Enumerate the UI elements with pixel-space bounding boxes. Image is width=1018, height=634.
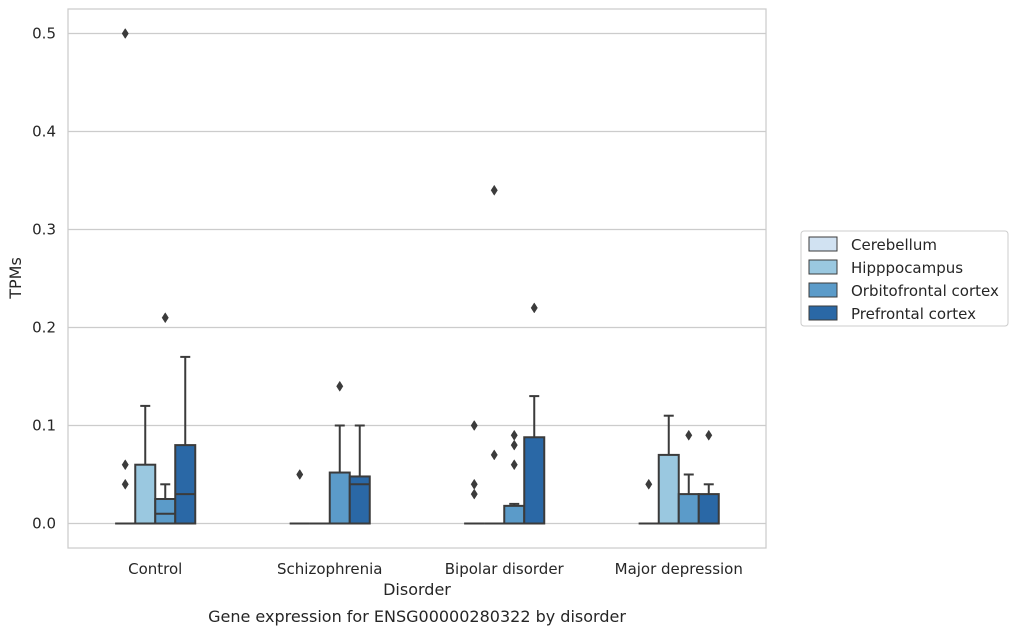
outlier-point — [470, 420, 478, 431]
box-rect — [677, 493, 700, 525]
y-tick-label: 0.0 — [32, 515, 56, 533]
box-group — [523, 302, 546, 525]
box-group — [638, 478, 659, 525]
box-group — [289, 469, 310, 525]
outlier-point — [705, 429, 713, 441]
legend-label: Prefrontal cortex — [851, 305, 976, 323]
box-group — [464, 420, 485, 525]
outlier-point — [470, 478, 478, 490]
outlier-point — [121, 459, 129, 471]
grid-lines — [68, 32, 766, 525]
x-tick-label: Bipolar disorder — [445, 560, 565, 578]
chart-caption: Gene expression for ENSG00000280322 by d… — [208, 607, 626, 626]
outlier-point — [470, 488, 478, 500]
box-rect — [348, 475, 371, 525]
outlier-point — [510, 429, 518, 441]
outlier-point — [490, 449, 498, 461]
outlier-point — [336, 380, 344, 392]
box-rect — [174, 444, 197, 525]
outlier-point — [510, 439, 518, 451]
outlier-point — [121, 478, 129, 490]
outlier-point — [685, 429, 693, 441]
x-tick-label: Schizophrenia — [277, 560, 382, 578]
outlier-point — [161, 312, 169, 324]
box-rect — [134, 463, 157, 525]
box-group — [484, 184, 505, 525]
box-group — [697, 429, 720, 525]
outlier-point — [645, 478, 653, 490]
y-tick-labels: 0.0 0.1 0.2 0.3 0.4 0.5 — [32, 25, 56, 533]
legend: Cerebellum Hipppocampus Orbitofrontal cort… — [800, 230, 1009, 327]
legend-label: Cerebellum — [851, 236, 937, 254]
x-axis-label: Disorder — [383, 580, 451, 599]
box-rect — [523, 436, 546, 525]
outlier-point — [296, 469, 304, 480]
x-tick-label: Control — [128, 560, 182, 578]
legend-label: Hipppocampus — [851, 259, 963, 277]
outlier-point — [510, 459, 518, 471]
box-group — [154, 312, 177, 525]
box-rect — [154, 498, 177, 525]
outlier-point — [121, 28, 129, 39]
y-tick-label: 0.4 — [32, 123, 56, 141]
plot-marks — [115, 28, 720, 525]
box-group — [328, 380, 351, 525]
box-group — [503, 429, 526, 525]
box-group — [677, 429, 700, 525]
plot-frame — [67, 8, 767, 549]
legend-label: Orbitofrontal cortex — [851, 282, 999, 300]
box-rect — [657, 453, 680, 525]
y-axis-label: TPMs — [6, 257, 25, 300]
box-group — [115, 28, 136, 525]
box-rect — [328, 471, 351, 525]
legend-frame — [800, 230, 1009, 327]
y-tick-label: 0.2 — [32, 319, 56, 337]
legend-swatch — [808, 305, 838, 321]
box-group — [657, 414, 680, 525]
legend-swatch — [808, 236, 838, 252]
legend-swatch — [808, 259, 838, 275]
y-tick-label: 0.3 — [32, 221, 56, 239]
y-tick-label: 0.5 — [32, 25, 56, 43]
legend-swatch — [808, 282, 838, 298]
outlier-point — [530, 302, 538, 314]
y-tick-label: 0.1 — [32, 417, 56, 435]
box-rect — [697, 493, 720, 525]
x-tick-labels: Control Schizophrenia Bipolar disorder Majo… — [128, 560, 743, 578]
box-group — [174, 355, 197, 525]
box-group — [348, 424, 371, 525]
box-rect — [503, 504, 526, 525]
box-group — [134, 404, 157, 525]
x-tick-label: Major depression — [615, 560, 743, 578]
outlier-point — [490, 184, 498, 196]
